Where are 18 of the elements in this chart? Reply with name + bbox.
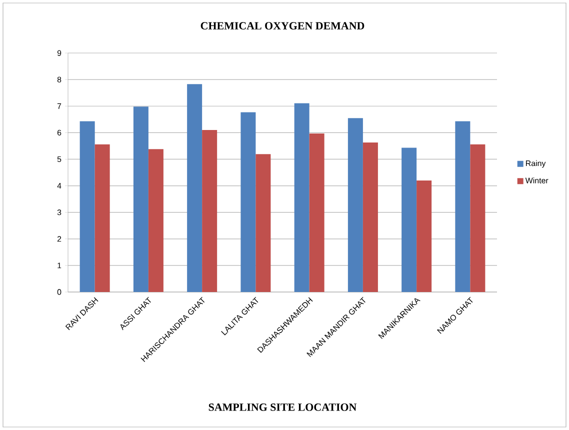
chart-title: CHEMICAL OXYGEN DEMAND xyxy=(200,22,364,30)
bar xyxy=(80,121,95,292)
bar xyxy=(133,106,148,292)
bar xyxy=(362,142,378,292)
bar xyxy=(240,112,256,292)
bar xyxy=(202,130,218,292)
bar xyxy=(187,84,202,292)
bar xyxy=(470,144,486,292)
x-axis-title: SAMPLING SITE LOCATION xyxy=(208,404,357,411)
bar xyxy=(256,154,271,292)
bar xyxy=(94,144,110,292)
bar xyxy=(416,180,432,292)
bar xyxy=(402,148,417,292)
bar xyxy=(294,103,310,292)
bar xyxy=(309,133,324,292)
bar xyxy=(455,121,470,292)
bar xyxy=(148,149,164,292)
bar xyxy=(348,118,363,292)
